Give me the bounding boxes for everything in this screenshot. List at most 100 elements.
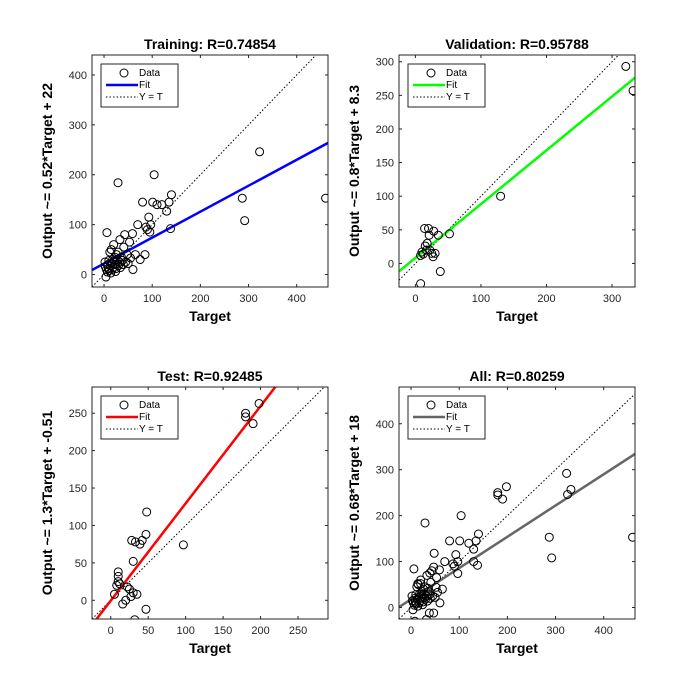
training-data-point [321, 193, 328, 203]
training-y-tick-label: 0 [81, 270, 87, 282]
test-data-point [130, 537, 140, 547]
all-data-point [409, 564, 419, 574]
training-x-tick-label: 0 [101, 293, 107, 305]
test-x-tick-label: 50 [142, 625, 154, 637]
all-legend-fit-label: Fit [446, 412, 457, 423]
test-identity-line [92, 387, 325, 619]
all-data-point [422, 570, 432, 580]
validation-legend-fit-label: Fit [446, 80, 457, 91]
test-data-point [248, 419, 258, 429]
validation-x-tick-label: 300 [603, 293, 621, 305]
test-title: Test: R=0.92485 [157, 368, 262, 384]
all-data-point [413, 579, 423, 589]
validation-y-tick-label: 250 [376, 90, 394, 102]
test-x-tick-label: 200 [251, 625, 269, 637]
all-legend-identity-label: Y = T [446, 424, 470, 435]
test-x-tick-label: 0 [108, 625, 114, 637]
validation-plot-content [399, 55, 635, 287]
training-data-point [105, 247, 115, 257]
test-y-tick-label: 250 [69, 408, 87, 420]
training-data-point [162, 206, 172, 216]
training-data-point [152, 200, 162, 210]
all-data-point [473, 560, 483, 570]
training-legend-fit-label: Fit [139, 80, 150, 91]
test-data-point [112, 580, 122, 590]
training-y-axis-label: Output ~= 0.52*Target + 22 [39, 83, 55, 259]
all-data-point [451, 550, 461, 560]
all-y-tick-label: 400 [376, 419, 394, 431]
training-data-point [102, 228, 112, 238]
all-x-axis-label: Target [496, 640, 538, 656]
all-data-point [562, 468, 572, 478]
test-axes-box [91, 386, 329, 620]
training-legend-data-marker [119, 68, 129, 78]
all-data-point [455, 536, 465, 546]
all-data-point [445, 536, 455, 546]
all-data-point [429, 548, 439, 558]
training-data-point [115, 235, 125, 245]
all-data-point [422, 596, 432, 606]
all-x-tick-label: 400 [595, 625, 613, 637]
test-data-point [141, 604, 151, 614]
training-data-point [112, 255, 122, 265]
all-data-point [420, 518, 430, 528]
training-data-point [142, 225, 152, 235]
training-data-point [118, 260, 128, 270]
validation-data-point [621, 61, 631, 71]
all-data-point [453, 557, 463, 567]
validation-y-tick-label: 0 [388, 258, 394, 270]
training-x-tick-label: 100 [143, 293, 161, 305]
all-data-point [498, 494, 508, 504]
training-data-point [119, 242, 129, 252]
test-data-point [142, 507, 152, 517]
validation-data-point [444, 229, 454, 239]
training-y-tick-label: 100 [69, 220, 87, 232]
all-data-point [431, 582, 441, 592]
all-data-point [566, 484, 576, 494]
all-data-point [435, 598, 445, 608]
training-x-tick-label: 200 [191, 293, 209, 305]
all-title: All: R=0.80259 [469, 368, 565, 384]
validation-data-point [628, 86, 635, 96]
test-plot-content [92, 387, 325, 619]
all-data-point [425, 593, 435, 603]
test-fit-line [95, 387, 277, 619]
all-data-point [493, 488, 503, 498]
test-legend-fit-label: Fit [139, 412, 150, 423]
training-data-point [128, 265, 138, 275]
all-data-point [430, 592, 440, 602]
all-x-tick-label: 300 [546, 625, 564, 637]
all-x-tick-label: 0 [408, 625, 414, 637]
test-data-point [127, 535, 137, 545]
all-data-point [425, 568, 435, 578]
test-x-tick-label: 250 [289, 625, 307, 637]
test-x-axis-label: Target [189, 640, 231, 656]
validation-data-point [496, 191, 506, 201]
validation-legend-data-label: Data [446, 68, 468, 79]
training-data-point [140, 250, 150, 260]
validation-data-point [424, 230, 434, 240]
test-y-axis-label: Output ~= 1.3*Target + -0.51 [39, 411, 55, 596]
validation-x-tick-label: 200 [537, 293, 555, 305]
validation-panel: 0 100 200 300 0 50 100 150 200 250 300 Validation: … [346, 36, 636, 324]
test-legend-box [100, 395, 179, 440]
validation-x-tick-label: 0 [412, 293, 418, 305]
training-data-point [145, 227, 155, 237]
validation-legend-identity-label: Y = T [446, 92, 470, 103]
all-x-tick-label: 200 [498, 625, 516, 637]
training-data-point [123, 259, 133, 269]
training-y-tick-label: 400 [69, 70, 87, 82]
test-y-tick-label: 200 [69, 446, 87, 458]
training-y-tick-label: 200 [69, 170, 87, 182]
all-data-point [411, 616, 419, 619]
validation-axes-box [398, 54, 636, 288]
training-x-tick-label: 400 [288, 293, 306, 305]
test-y-tick-label: 50 [75, 558, 87, 570]
validation-y-tick-label: 150 [376, 158, 394, 170]
training-data-point [240, 216, 250, 226]
training-data-point [106, 245, 116, 255]
training-legend-identity-label: Y = T [139, 92, 163, 103]
all-data-point [429, 608, 439, 618]
